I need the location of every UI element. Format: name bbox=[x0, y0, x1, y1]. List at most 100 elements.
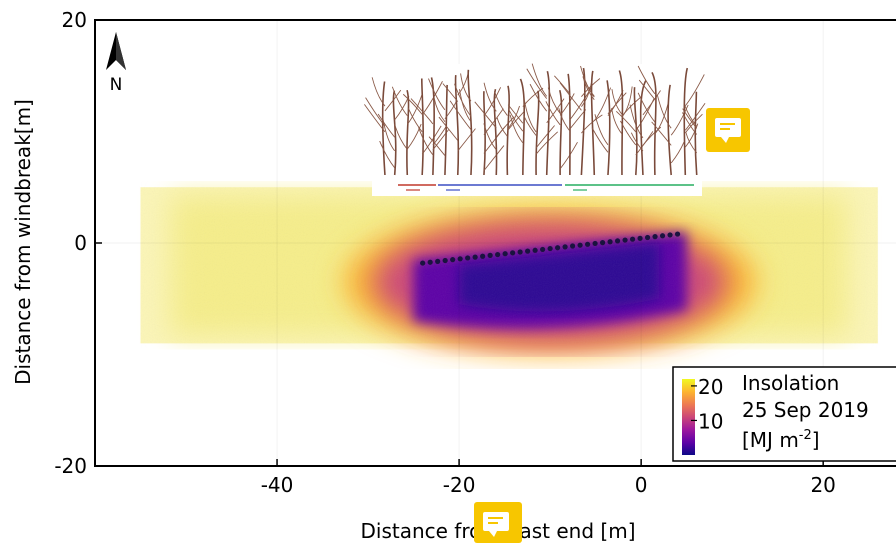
tree-branch bbox=[682, 112, 698, 135]
tree-branch bbox=[365, 97, 386, 127]
tree-branch bbox=[529, 83, 548, 112]
comment-icon bbox=[483, 512, 509, 537]
tree-trunk bbox=[580, 67, 586, 176]
tree-branch bbox=[438, 116, 459, 141]
tree-branch bbox=[620, 120, 637, 146]
tree-branch bbox=[546, 98, 565, 124]
tree-marker bbox=[525, 248, 531, 254]
tree-marker bbox=[622, 237, 628, 243]
tree-marker bbox=[465, 255, 471, 261]
tree-trunk bbox=[506, 85, 510, 176]
tree-branch bbox=[651, 121, 672, 146]
tree-marker bbox=[532, 247, 538, 253]
tree-marker bbox=[577, 242, 583, 248]
note-comment-button[interactable] bbox=[706, 108, 750, 152]
tree-branch bbox=[611, 89, 623, 115]
tree-branch bbox=[611, 107, 623, 135]
tree-branch bbox=[432, 126, 447, 146]
tree-branch bbox=[684, 74, 705, 107]
tree-marker bbox=[420, 260, 426, 266]
tree-branch bbox=[535, 125, 555, 149]
tree-marker bbox=[547, 245, 553, 252]
tree-marker bbox=[667, 232, 673, 238]
tree-branch bbox=[684, 123, 699, 148]
y-tick-label: -20 bbox=[54, 454, 87, 478]
tree-branch bbox=[364, 104, 386, 133]
tree-branch bbox=[670, 104, 689, 136]
tree-marker bbox=[607, 239, 613, 245]
tree-marker bbox=[450, 257, 456, 263]
x-tick-label: 0 bbox=[635, 473, 648, 497]
tree-branch bbox=[638, 79, 656, 100]
tree-branch bbox=[507, 104, 524, 124]
tree-branch bbox=[637, 92, 656, 123]
y-tick-label: 20 bbox=[62, 8, 87, 32]
tree-branch bbox=[394, 124, 408, 150]
tree-branch bbox=[483, 82, 497, 112]
colorbar-tick-label: 20 bbox=[698, 375, 723, 399]
tree-branch bbox=[433, 97, 446, 123]
tree-branch bbox=[379, 140, 396, 169]
tree-branch bbox=[402, 93, 423, 115]
tree-trunk bbox=[590, 70, 596, 176]
colorbar-title: Insolation bbox=[742, 371, 839, 395]
tree-branch bbox=[580, 65, 595, 98]
tree-species-legend bbox=[398, 184, 694, 191]
tree-trunk bbox=[454, 75, 460, 176]
tree-branch bbox=[406, 94, 423, 125]
tree-trunk bbox=[545, 70, 551, 176]
tree-branch bbox=[607, 92, 627, 115]
tree-marker bbox=[442, 257, 448, 264]
tree-marker bbox=[659, 233, 666, 239]
tree-trunk bbox=[618, 70, 624, 176]
tree-branch bbox=[459, 89, 472, 122]
tree-branch bbox=[457, 128, 476, 152]
tree-marker bbox=[487, 252, 493, 258]
tree-branch bbox=[684, 103, 706, 131]
tree-branch bbox=[428, 136, 446, 156]
tree-trunk bbox=[381, 81, 386, 176]
tree-trunk bbox=[694, 91, 698, 176]
tree-branch bbox=[418, 127, 434, 156]
x-tick-label: -20 bbox=[443, 473, 476, 497]
tree-branch bbox=[407, 107, 423, 133]
tree-trunk bbox=[651, 72, 657, 176]
note-comment-button-bottom[interactable] bbox=[474, 502, 522, 543]
tree-marker bbox=[644, 234, 651, 241]
tree-branch bbox=[382, 117, 396, 152]
tree-branch bbox=[523, 115, 537, 136]
tree-branch bbox=[496, 117, 508, 137]
tree-branch bbox=[495, 116, 515, 138]
tree-branch bbox=[474, 101, 497, 129]
tree-marker bbox=[629, 236, 636, 242]
tree-branch bbox=[531, 63, 548, 97]
tree-branch bbox=[684, 113, 703, 134]
tree-branch bbox=[657, 95, 672, 129]
tree-trunk bbox=[493, 88, 498, 176]
tree-marker bbox=[652, 234, 658, 240]
tree-marker bbox=[562, 244, 568, 250]
tree-branch bbox=[558, 108, 571, 132]
y-axis-label: Distance from windbreak[m] bbox=[11, 99, 35, 385]
tree-marker bbox=[614, 238, 621, 244]
tree-branch bbox=[554, 75, 571, 95]
colorbar-gradient bbox=[682, 379, 695, 455]
tree-branch bbox=[535, 131, 559, 155]
tree-branch bbox=[483, 145, 505, 171]
tree-illustration bbox=[364, 63, 706, 196]
tree-trunk bbox=[519, 78, 526, 176]
tree-branch bbox=[526, 68, 548, 99]
tree-branch bbox=[581, 78, 601, 97]
tree-trunk bbox=[406, 90, 410, 176]
tree-marker bbox=[457, 256, 463, 262]
tree-marker bbox=[472, 254, 478, 260]
tree-branch bbox=[432, 129, 449, 151]
tree-trunk bbox=[444, 84, 448, 176]
tree-branch bbox=[629, 104, 644, 139]
tree-trunk bbox=[567, 73, 571, 176]
tree-branch bbox=[547, 87, 561, 114]
tree-branch bbox=[410, 98, 434, 125]
tree-branch bbox=[684, 105, 698, 127]
